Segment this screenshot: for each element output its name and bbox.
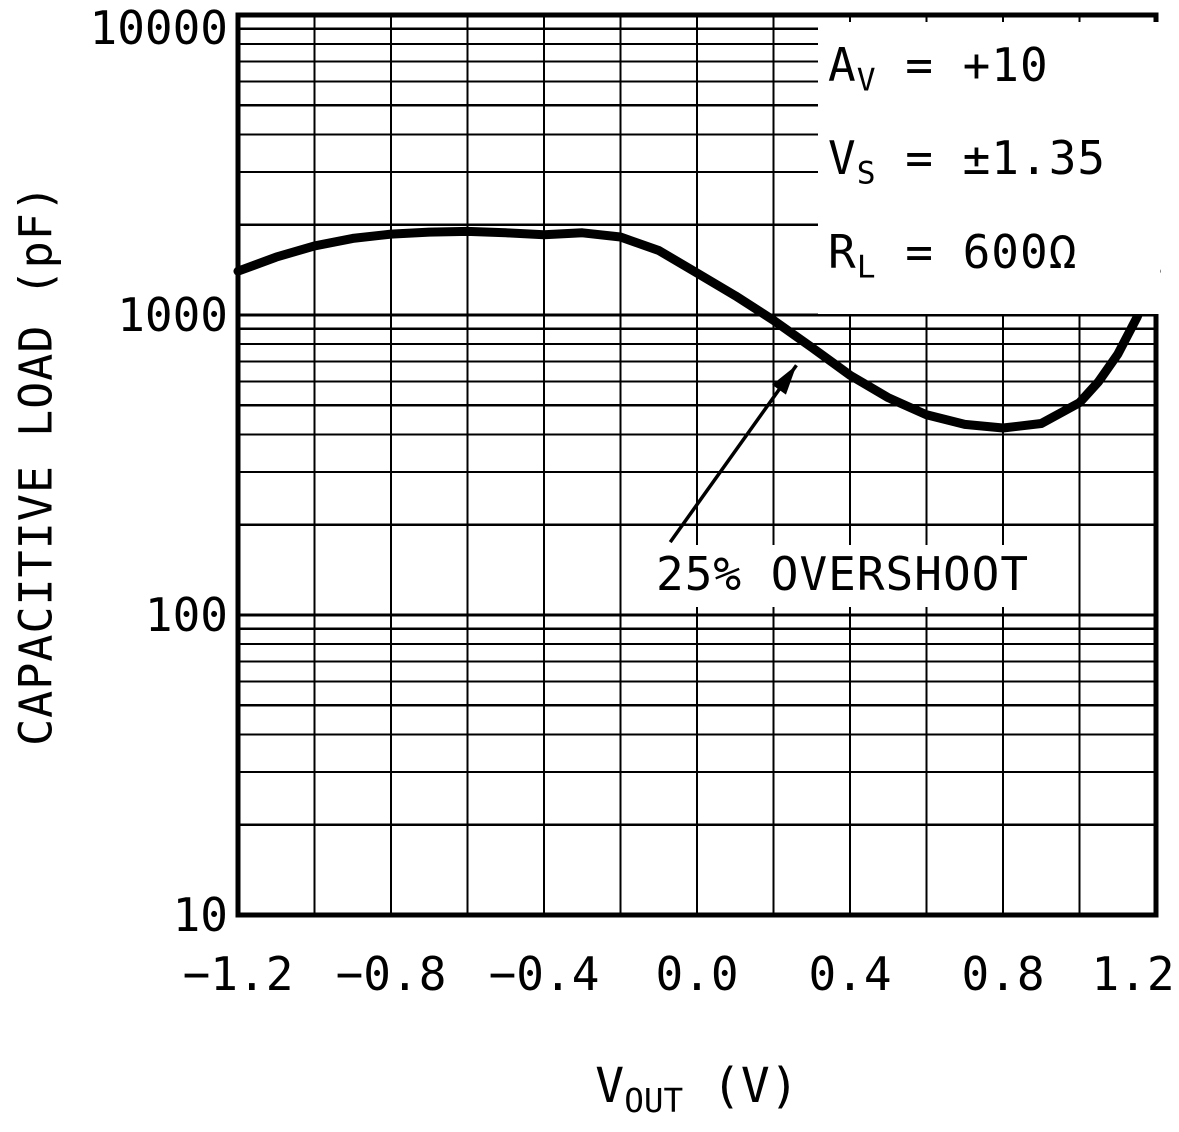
callout-arrow-head bbox=[772, 365, 797, 395]
condition-supply: VS = ±1.35 bbox=[828, 119, 1160, 212]
condition-load-value: = 600Ω bbox=[876, 224, 1078, 279]
y-tick-label: 10 bbox=[173, 888, 228, 942]
condition-gain-symbol: A bbox=[828, 38, 857, 92]
x-tick-label: 1.2 bbox=[1091, 947, 1174, 1001]
y-tick-label: 100 bbox=[145, 588, 228, 642]
condition-load: RL = 600Ω bbox=[828, 213, 1160, 306]
x-axis-unit: (V) bbox=[683, 1058, 799, 1114]
x-axis-subscript: OUT bbox=[624, 1081, 684, 1120]
condition-supply-symbol: V bbox=[828, 131, 857, 186]
x-tick-label: 0.8 bbox=[961, 947, 1044, 1001]
y-tick-label: 1000 bbox=[117, 288, 228, 342]
condition-load-subscript: L bbox=[856, 249, 877, 286]
overshoot-callout-label: 25% OVERSHOOT bbox=[650, 545, 1040, 607]
x-tick-label: 0.0 bbox=[655, 947, 738, 1001]
condition-gain-subscript: V bbox=[856, 62, 877, 99]
y-axis-title: CAPACITIVE LOAD (pF) bbox=[9, 184, 63, 746]
x-tick-label: 0.4 bbox=[808, 947, 891, 1001]
x-axis-symbol: V bbox=[595, 1058, 625, 1114]
series-line-overshoot-boundary bbox=[233, 226, 1161, 433]
condition-load-symbol: R bbox=[828, 224, 857, 279]
condition-supply-value: = ±1.35 bbox=[876, 131, 1107, 186]
condition-gain-value: = +10 bbox=[876, 38, 1049, 92]
condition-gain: AV = +10 bbox=[828, 26, 1160, 119]
plot-frame bbox=[235, 12, 1159, 918]
test-conditions-box: AV = +10 VS = ±1.35 RL = 600Ω bbox=[818, 22, 1160, 315]
x-tick-label: −0.4 bbox=[489, 947, 600, 1001]
x-tick-label: −1.2 bbox=[183, 947, 294, 1001]
callout-arrow-shaft bbox=[668, 364, 798, 544]
condition-supply-subscript: S bbox=[856, 155, 877, 192]
x-tick-label: −0.8 bbox=[336, 947, 447, 1001]
x-axis-title: VOUT (V) bbox=[595, 1058, 798, 1120]
y-tick-label: 10000 bbox=[90, 1, 228, 55]
